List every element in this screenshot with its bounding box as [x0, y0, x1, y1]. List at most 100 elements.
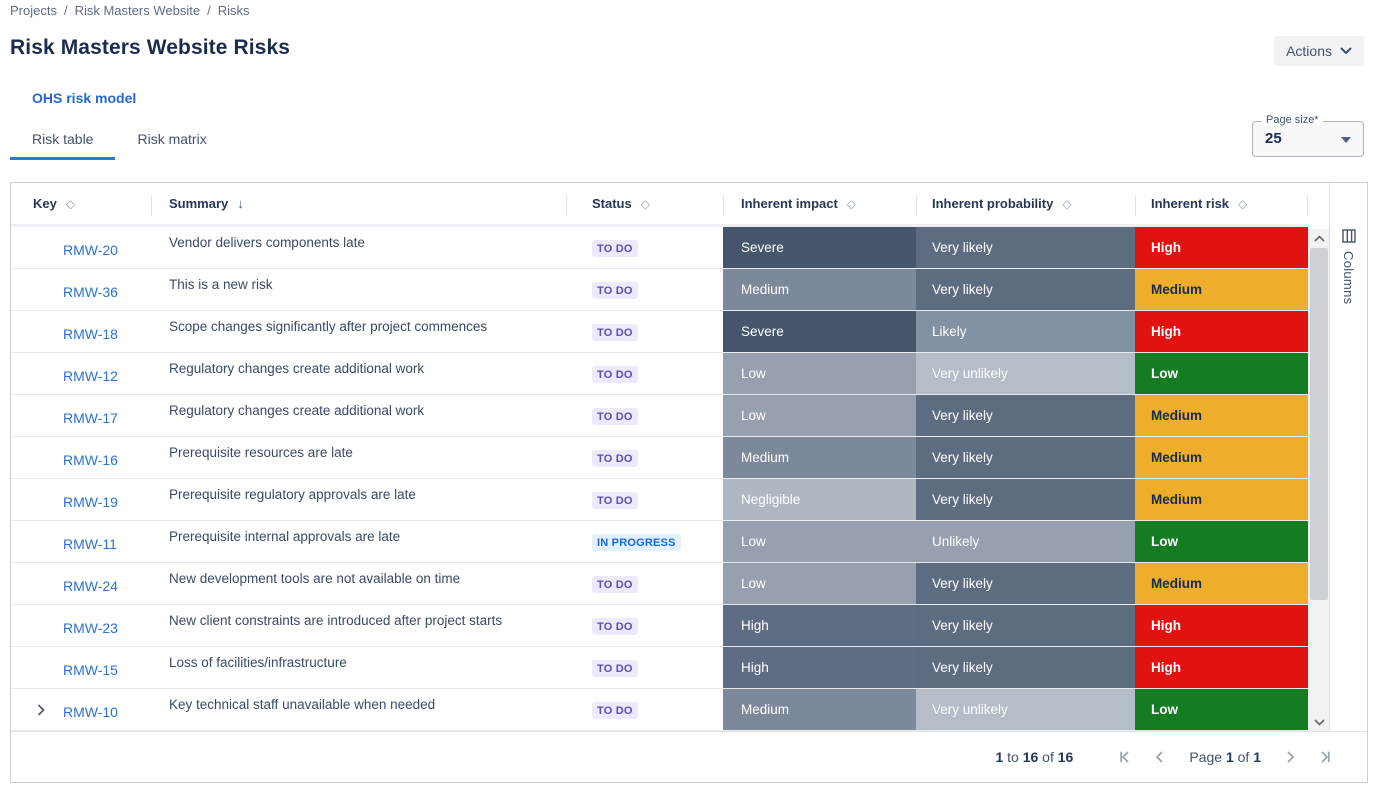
- dropdown-caret-icon: [1341, 137, 1351, 143]
- status-badge: TO DO: [592, 324, 638, 342]
- status-cell: TO DO: [566, 605, 723, 646]
- risk-key-link[interactable]: RMW-20: [63, 241, 118, 258]
- table-row: RMW-36 This is a new risk TO DO Medium Very …: [11, 269, 1308, 312]
- page-title: Risk Masters Website Risks: [10, 36, 291, 59]
- risk-summary: New development tools are not available …: [169, 571, 461, 587]
- key-cell: RMW-17: [11, 395, 151, 436]
- tab-risk-matrix[interactable]: Risk matrix: [137, 131, 207, 147]
- risk-key-link[interactable]: RMW-15: [63, 661, 118, 678]
- risk-summary: Key technical staff unavailable when nee…: [169, 697, 436, 713]
- table-header-row: Key ◇ Summary ↓ Status ◇ Inherent impact ◇ Inher…: [11, 183, 1308, 228]
- column-header-status[interactable]: Status ◇: [566, 183, 723, 224]
- inherent-risk-cell: High: [1135, 605, 1308, 647]
- risk-summary: Prerequisite resources are late: [169, 445, 353, 461]
- next-page-button[interactable]: [1279, 745, 1303, 769]
- risk-summary: Prerequisite regulatory approvals are la…: [169, 487, 416, 503]
- status-cell: TO DO: [566, 647, 723, 688]
- table-scrollbar[interactable]: [1308, 183, 1330, 732]
- risk-key-link[interactable]: RMW-23: [63, 619, 118, 636]
- scroll-down-icon[interactable]: [1308, 713, 1330, 731]
- inherent-risk-cell: High: [1135, 311, 1308, 353]
- chevron-down-icon: [1340, 47, 1352, 55]
- sort-icon: ◇: [1062, 196, 1072, 211]
- breadcrumb: Projects / Risk Masters Website / Risks: [10, 3, 249, 18]
- status-cell: TO DO: [566, 437, 723, 478]
- column-header-label: Key: [33, 196, 57, 212]
- table-footer: 1 to 16 of 16 Page 1 of 1: [11, 731, 1367, 782]
- first-page-button[interactable]: [1113, 745, 1137, 769]
- inherent-probability-cell: Very likely: [916, 479, 1135, 521]
- previous-page-button[interactable]: [1147, 745, 1171, 769]
- inherent-impact-cell: Severe: [723, 227, 916, 269]
- status-cell: TO DO: [566, 353, 723, 394]
- scroll-up-icon[interactable]: [1308, 229, 1330, 247]
- inherent-probability-cell: Likely: [916, 311, 1135, 353]
- actions-button[interactable]: Actions: [1274, 36, 1364, 66]
- inherent-impact-cell: Medium: [723, 437, 916, 479]
- risk-key-link[interactable]: RMW-11: [63, 535, 117, 552]
- scrollbar-thumb[interactable]: [1310, 248, 1328, 600]
- inherent-risk-cell: High: [1135, 227, 1308, 269]
- page-size-select[interactable]: Page size* 25: [1252, 114, 1364, 157]
- column-header-key[interactable]: Key ◇: [11, 183, 151, 224]
- sort-icon: ◇: [640, 196, 650, 211]
- risk-key-link[interactable]: RMW-12: [63, 367, 118, 384]
- status-badge: TO DO: [592, 576, 638, 594]
- status-badge: TO DO: [592, 240, 638, 258]
- inherent-probability-cell: Very likely: [916, 269, 1135, 311]
- inherent-impact-cell: High: [723, 605, 916, 647]
- risk-key-link[interactable]: RMW-18: [63, 325, 118, 342]
- risk-key-link[interactable]: RMW-17: [63, 409, 118, 426]
- breadcrumb-item[interactable]: Projects: [10, 3, 57, 18]
- inherent-risk-cell: Medium: [1135, 479, 1308, 521]
- status-cell: TO DO: [566, 563, 723, 604]
- table-row: RMW-19 Prerequisite regulatory approvals …: [11, 479, 1308, 522]
- status-badge: TO DO: [592, 702, 638, 720]
- inherent-impact-cell: Low: [723, 521, 916, 563]
- columns-icon: [1341, 229, 1356, 243]
- column-header-impact[interactable]: Inherent impact ◇: [723, 183, 916, 224]
- table-row: RMW-24 New development tools are not avai…: [11, 563, 1308, 606]
- table-body: RMW-20 Vendor delivers components late TO …: [11, 227, 1308, 732]
- key-cell: RMW-19: [11, 479, 151, 520]
- status-cell: TO DO: [566, 311, 723, 352]
- risk-summary: Scope changes significantly after projec…: [169, 319, 488, 335]
- last-page-button[interactable]: [1313, 745, 1337, 769]
- scrollbar-track[interactable]: [1308, 229, 1330, 732]
- column-header-label: Summary: [169, 196, 229, 212]
- column-header-label: Inherent probability: [932, 196, 1054, 212]
- column-header-risk[interactable]: Inherent risk ◇: [1135, 183, 1308, 224]
- columns-button[interactable]: Columns: [1341, 229, 1356, 304]
- status-cell: TO DO: [566, 395, 723, 436]
- key-cell: RMW-18: [11, 311, 151, 352]
- key-cell: RMW-20: [11, 227, 151, 268]
- risk-model-link[interactable]: OHS risk model: [32, 90, 137, 106]
- sort-icon: ◇: [1238, 196, 1248, 211]
- breadcrumb-item[interactable]: Risks: [217, 3, 250, 18]
- inherent-risk-cell: Medium: [1135, 395, 1308, 437]
- risk-key-link[interactable]: RMW-10: [63, 703, 118, 720]
- risk-key-link[interactable]: RMW-16: [63, 451, 118, 468]
- tab-risk-table[interactable]: Risk table: [10, 126, 116, 160]
- columns-button-label: Columns: [1341, 251, 1357, 305]
- tabs: Risk table Risk matrix: [10, 126, 229, 160]
- status-badge: TO DO: [592, 282, 638, 300]
- key-cell: RMW-15: [11, 647, 151, 688]
- status-badge: TO DO: [592, 366, 638, 384]
- inherent-probability-cell: Very likely: [916, 227, 1135, 269]
- risk-summary: This is a new risk: [169, 277, 273, 293]
- inherent-impact-cell: High: [723, 647, 916, 689]
- risk-key-link[interactable]: RMW-36: [63, 283, 118, 300]
- actions-button-label: Actions: [1286, 43, 1332, 59]
- breadcrumb-item[interactable]: Risk Masters Website: [74, 3, 201, 18]
- risk-key-link[interactable]: RMW-24: [63, 577, 118, 594]
- risk-key-link[interactable]: RMW-19: [63, 493, 118, 510]
- status-cell: TO DO: [566, 689, 723, 730]
- table-row: RMW-11 Prerequisite internal approvals ar…: [11, 521, 1308, 564]
- status-badge: TO DO: [592, 618, 638, 636]
- sort-icon: ◇: [846, 196, 857, 211]
- expand-row-chevron-icon[interactable]: [37, 703, 63, 717]
- column-header-probability[interactable]: Inherent probability ◇: [916, 183, 1135, 224]
- column-header-summary[interactable]: Summary ↓: [151, 183, 566, 224]
